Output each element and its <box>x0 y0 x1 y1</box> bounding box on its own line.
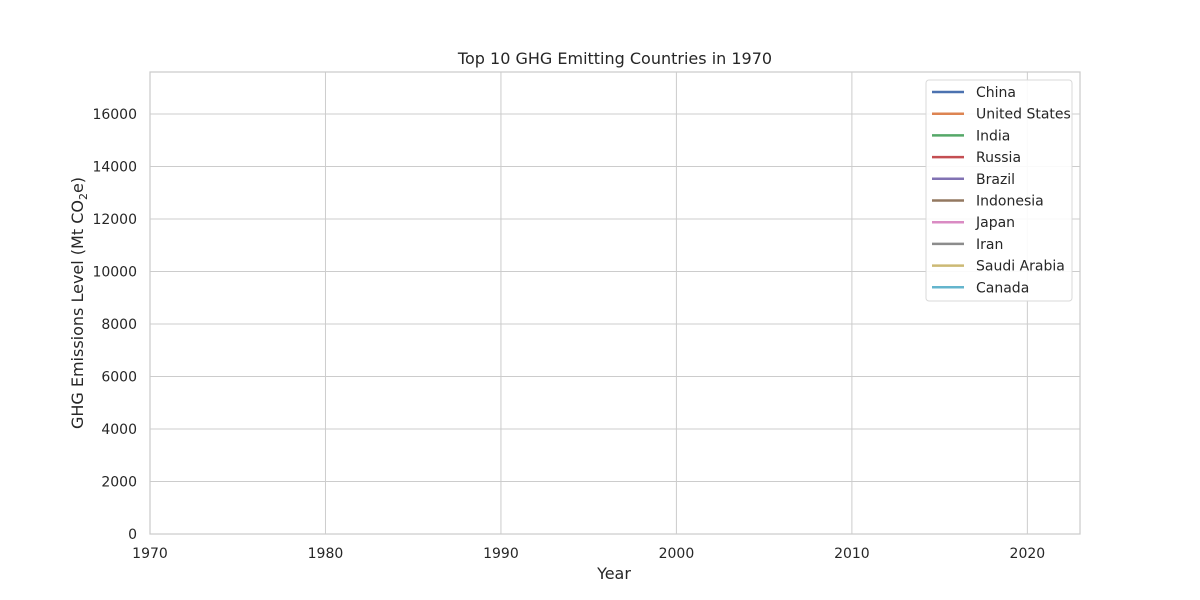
y-tick-label: 2000 <box>101 475 137 491</box>
x-tick-label: 1970 <box>132 546 168 562</box>
legend-entry: Saudi Arabia <box>976 259 1065 275</box>
y-tick-label: 12000 <box>92 212 137 228</box>
grid <box>149 72 1080 535</box>
legend-entry: Brazil <box>976 172 1015 188</box>
legend: China United States India Russia Brazil Indon… <box>925 79 1073 302</box>
y-tick-label: 6000 <box>101 370 137 386</box>
y-axis-label-main: GHG Emissions Level (Mt CO <box>68 200 87 429</box>
legend-entry: Japan <box>975 215 1015 231</box>
chart-title: Top 10 GHG Emitting Countries in 1970 <box>457 49 772 68</box>
legend-entry: Indonesia <box>976 194 1044 210</box>
x-tick-label: 1980 <box>308 546 344 562</box>
y-tick-label: 0 <box>128 527 137 543</box>
x-tick-label: 2010 <box>834 546 870 562</box>
x-tick-label: 1990 <box>483 546 519 562</box>
y-axis-ticks: 0 2000 4000 6000 8000 10000 12000 14000 16000 <box>92 107 137 543</box>
legend-entry: United States <box>976 107 1071 123</box>
x-axis-ticks: 1970 1980 1990 2000 2010 2020 <box>132 546 1045 562</box>
y-tick-label: 16000 <box>92 107 137 123</box>
legend-entry: China <box>976 85 1016 101</box>
legend-entry: Iran <box>976 237 1003 253</box>
y-tick-label: 14000 <box>92 160 137 176</box>
x-tick-label: 2020 <box>1010 546 1046 562</box>
x-axis-label: Year <box>596 564 631 583</box>
legend-entry: India <box>976 128 1010 144</box>
plot-frame <box>149 71 1081 535</box>
x-tick-label: 2000 <box>659 546 695 562</box>
y-tick-label: 4000 <box>101 422 137 438</box>
y-axis-label-subscript: 2 <box>77 193 90 200</box>
y-axis-label: GHG Emissions Level (Mt CO2e) <box>68 177 90 429</box>
y-tick-label: 10000 <box>92 265 137 281</box>
legend-entry: Canada <box>976 280 1029 296</box>
legend-entry: Russia <box>976 150 1021 166</box>
y-tick-label: 8000 <box>101 317 137 333</box>
legend-items: China United States India Russia Brazil Indon… <box>932 85 1071 296</box>
y-axis-label-tail: e) <box>68 177 87 193</box>
